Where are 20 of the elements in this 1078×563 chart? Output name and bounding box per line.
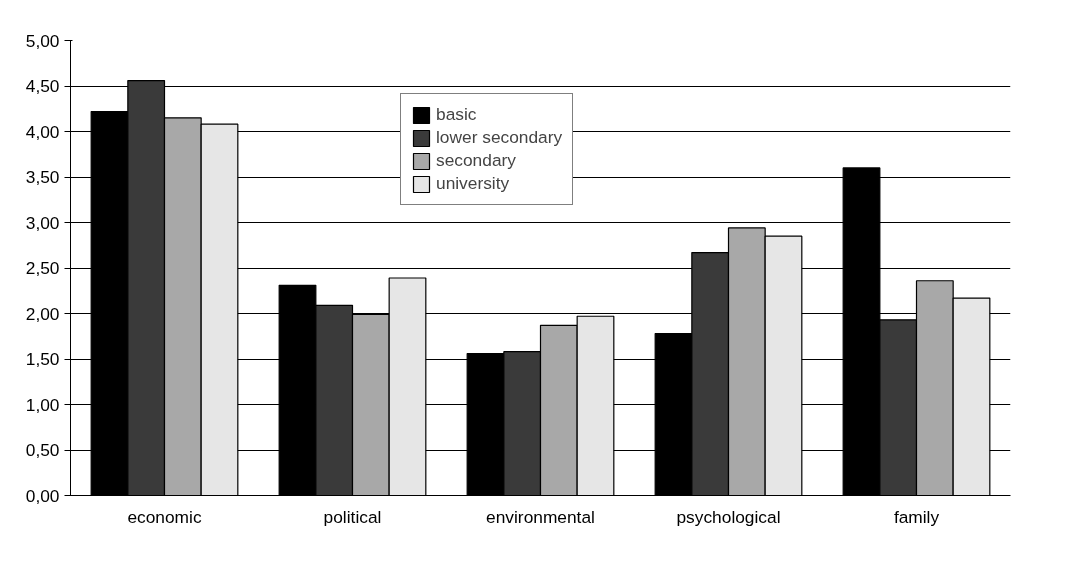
y-tick-label: 4,50 — [25, 76, 60, 96]
x-tick-label: economic — [127, 506, 202, 527]
y-tick-label: 5,00 — [25, 30, 60, 51]
y-tick-label: 2,00 — [25, 303, 60, 324]
x-tick-label: psychological — [676, 506, 781, 527]
y-tick-label: 4,00 — [25, 121, 60, 142]
legend-label: lower secondary — [436, 127, 563, 148]
y-tick-label: 1,50 — [25, 349, 60, 369]
y-tick-label: 3,00 — [25, 212, 60, 233]
legend-label: basic — [436, 104, 477, 125]
y-tick-label: 1,00 — [25, 394, 60, 415]
x-tick-label: political — [323, 506, 382, 527]
legend-label: university — [436, 173, 510, 194]
x-tick-label: environmental — [486, 506, 595, 527]
y-tick-label: 3,50 — [25, 167, 60, 187]
legend-label: secondary — [436, 150, 516, 171]
y-tick-label: 2,50 — [25, 258, 60, 278]
y-tick-label: 0,00 — [25, 485, 60, 506]
x-tick-label: family — [893, 506, 940, 527]
y-tick-label: 0,50 — [25, 440, 60, 460]
